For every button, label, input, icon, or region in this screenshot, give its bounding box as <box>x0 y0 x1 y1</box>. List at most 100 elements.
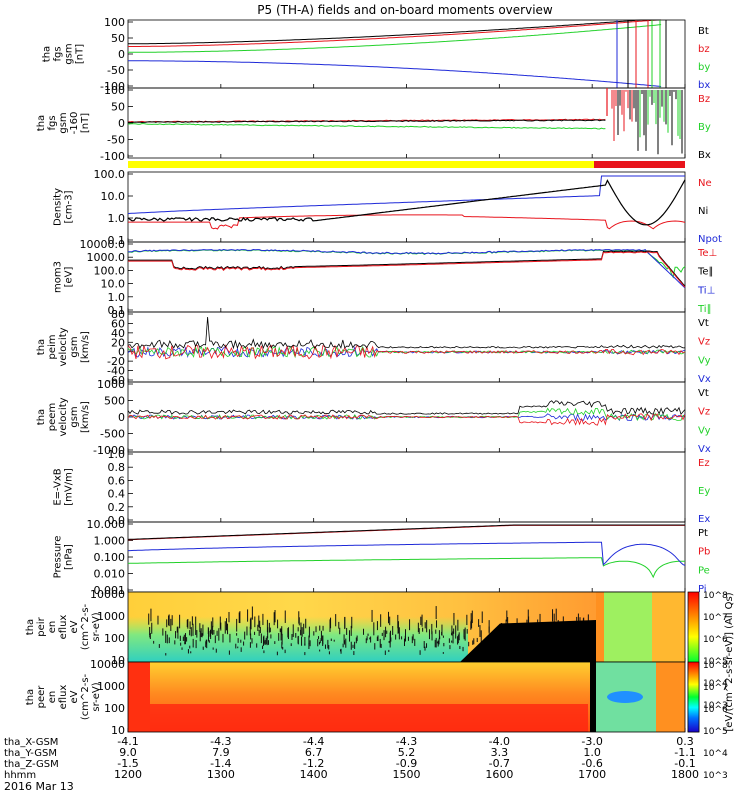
ion-spec-speck <box>319 625 321 631</box>
ion-spec-speck <box>249 642 251 648</box>
y-axis-label: [nT] <box>75 44 86 64</box>
ele-spec-frame <box>127 661 686 733</box>
ion-spec-speck <box>281 626 283 636</box>
ion-spec-speck <box>202 646 204 650</box>
y-tick-label: 0 <box>118 117 125 130</box>
legend-Bz: Bz <box>698 94 710 105</box>
ion-spec-speck <box>258 629 260 636</box>
ion-spec-speck <box>265 637 267 645</box>
y-tick-label: 1.0 <box>108 291 126 304</box>
ion-spec-speck <box>292 624 294 637</box>
ion-spec-speck <box>237 646 239 649</box>
y-tick-label: 40 <box>111 327 125 340</box>
ion-spec-speck <box>328 645 330 650</box>
ion-spec-speck <box>385 626 387 638</box>
ion-spec-speck <box>281 641 283 649</box>
y-axis-label: gsm <box>69 406 80 427</box>
ion-spec-speck <box>168 637 170 644</box>
y-tick-label: -50 <box>107 134 125 147</box>
series-by <box>128 24 662 53</box>
ion-spec-speck <box>464 627 466 641</box>
ion-spec-speck <box>376 621 378 631</box>
ele-spec-gap <box>590 662 596 732</box>
ion-spec-speck <box>327 639 329 649</box>
ion-spec-speck <box>371 609 373 622</box>
y-axis-label: [cm-3] <box>64 190 75 223</box>
y-tick-label: 60 <box>111 317 125 330</box>
ion-spec-speck <box>351 616 353 629</box>
legend-bx: bx <box>698 80 710 91</box>
panel-electron_spectrogram: 10000 1000 100 10 tha peer en eflux eV (cm^2-s-sr… <box>25 658 686 737</box>
ion-spec-speck <box>397 614 399 629</box>
axis-row-value: -0.6 <box>581 757 602 770</box>
y-axis-label: [nT] <box>80 113 91 133</box>
panel-electron_velocity: 1000 500 0 -500 -1000 tha peem velocity gsm [km/s… <box>36 378 711 457</box>
colorbar: 10^8 10^8 10^7 10^7 10^6 10^6 10^5 10^5 10^4 10^4… <box>687 591 735 781</box>
ion-spec-speck <box>435 629 437 634</box>
ion-spec-speck <box>263 641 265 644</box>
series-Ti-perp <box>127 248 686 289</box>
colorbar-label: [eV/(cm^2-s-sr-eV)] (All Qs) <box>724 592 735 731</box>
series-vel-black <box>127 316 686 350</box>
ion-spec-speck <box>157 615 159 625</box>
ion-spec-speck <box>219 616 221 629</box>
y-axis-label: eflux <box>58 615 69 640</box>
ion-spec-speck <box>458 632 460 641</box>
ion-spec-speck <box>340 649 342 652</box>
y-tick-label: 100 <box>104 84 125 97</box>
axis-row-value: 7.9 <box>212 746 230 759</box>
ion-spec-speck <box>281 633 283 645</box>
ion-spec-speck <box>389 639 391 648</box>
axis-row-label: tha_Y-GSM <box>4 748 57 759</box>
colorbar-tick-lower: 10^8 <box>703 661 728 671</box>
axis-row-value: -0.7 <box>489 757 510 770</box>
ion-spec-speck <box>202 624 204 636</box>
ion-spec-speck <box>267 627 269 639</box>
panel-frame <box>127 311 686 383</box>
colorbar-tick: 10^7 <box>703 613 728 623</box>
ion-spec-speck <box>250 617 252 630</box>
y-tick-label: 0 <box>118 48 125 61</box>
ion-spec-speck <box>284 610 286 623</box>
ion-spec-speck <box>448 638 450 643</box>
ion-spec-speck <box>457 636 459 645</box>
y-axis-label: mom3 <box>53 261 64 293</box>
y-tick-label: 10000.0 <box>80 238 126 251</box>
y-axis-label: peir <box>36 616 47 636</box>
ion-spec-speck <box>243 641 245 646</box>
status-bar-red <box>594 161 685 168</box>
ion-spec-speck <box>174 640 176 645</box>
ion-spec-speck <box>381 632 383 636</box>
ion-spec-speck <box>199 623 201 633</box>
ion-spec-speck <box>206 639 208 649</box>
ion-spec-speck <box>213 629 215 635</box>
ion-spec-speck <box>405 629 407 642</box>
ion-spec-speck <box>298 617 300 626</box>
ion-spec-speck <box>170 618 172 632</box>
axis-row-value: 1500 <box>393 768 421 781</box>
colorbar-gradient-lower <box>687 661 700 733</box>
series-bx <box>128 60 662 87</box>
ion-spec-speck <box>304 636 306 646</box>
axis-row-value: -1.2 <box>303 757 324 770</box>
y-axis-label: [nPa] <box>64 544 75 570</box>
series-Npot <box>127 175 685 215</box>
ion-spec-speck <box>424 646 426 651</box>
ion-spec-speck <box>317 638 319 647</box>
ion-spec-speck <box>322 635 324 643</box>
ion-spec-speck <box>278 633 280 641</box>
ion-spec-speck <box>251 606 253 620</box>
ion-spec-speck <box>320 630 322 641</box>
ion-spec-speck <box>212 647 214 650</box>
y-tick-label: 100.0 <box>94 264 126 277</box>
ion-spec-speck <box>318 636 320 639</box>
ion-spec-speck <box>350 625 352 636</box>
ion-spec-speck <box>365 638 367 644</box>
y-tick-label: 10.0 <box>101 190 126 203</box>
ion-spec-speck <box>506 610 508 622</box>
y-tick-label: 0.0 <box>108 514 126 527</box>
ion-spec-speck <box>295 633 297 638</box>
legend-Ti⊥: Ti⊥ <box>697 285 715 296</box>
legend-Npot: Npot <box>698 234 722 245</box>
